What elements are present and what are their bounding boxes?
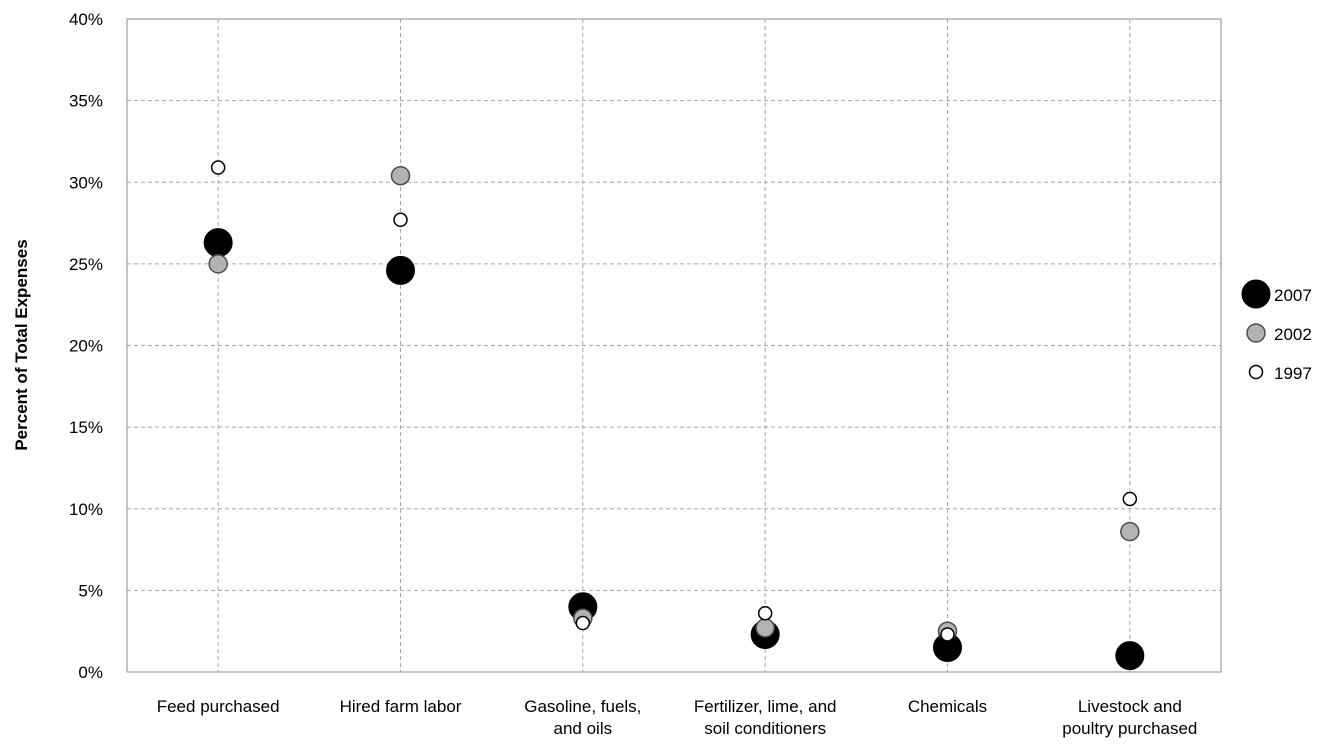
data-point-1997 [210, 160, 226, 175]
data-point-2007 [203, 228, 233, 258]
data-point-1997 [393, 212, 408, 228]
data-point-1997 [940, 627, 955, 642]
legend-label: 2002 [1274, 325, 1312, 344]
x-tick-label: Hired farm labor [340, 697, 462, 716]
data-point-1997 [575, 615, 591, 631]
data-point-2002 [208, 254, 228, 274]
x-tick-label: Gasoline, fuels, and oils [524, 697, 641, 738]
data-point-2002 [755, 618, 775, 638]
y-axis-label: Percent of Total Expenses [12, 239, 31, 450]
y-tick-label: 25% [69, 255, 103, 274]
legend-label: 2007 [1274, 286, 1312, 305]
y-tick-label: 0% [78, 663, 103, 682]
data-point-2002 [390, 165, 411, 186]
data-point-2007 [386, 255, 415, 285]
y-tick-label: 40% [69, 10, 103, 29]
legend-label: 1997 [1274, 364, 1312, 383]
plot-area [126, 18, 1222, 673]
x-tick-label: Chemicals [908, 697, 987, 716]
y-axis-ticks: 0% 5% 10% 15% 20% 25% 30% 35% 40% [69, 10, 103, 682]
data-point-1997 [1122, 491, 1138, 507]
y-tick-label: 35% [69, 92, 103, 111]
legend-marker-2002 [1246, 323, 1266, 343]
legend: 2007 2002 1997 [1241, 279, 1312, 383]
x-tick-label: Livestock and poultry purchased [1062, 697, 1197, 738]
y-tick-label: 20% [69, 337, 103, 356]
data-point-1997 [757, 605, 773, 621]
gridlines [127, 19, 1221, 672]
x-tick-label: Fertilizer, lime, and soil conditioners [694, 697, 837, 738]
data-point-2002 [1120, 521, 1140, 542]
x-axis-ticks: Feed purchased Hired farm labor Gasoline, … [157, 697, 1198, 738]
x-tick-label: Feed purchased [157, 697, 280, 716]
data-point-2007 [1115, 641, 1145, 671]
y-tick-label: 30% [69, 173, 103, 192]
legend-marker-2007 [1241, 279, 1271, 309]
y-tick-label: 10% [69, 500, 103, 519]
legend-marker-1997 [1248, 364, 1264, 380]
y-tick-label: 5% [78, 581, 103, 600]
y-tick-label: 15% [69, 418, 103, 437]
data-points [203, 160, 1145, 671]
